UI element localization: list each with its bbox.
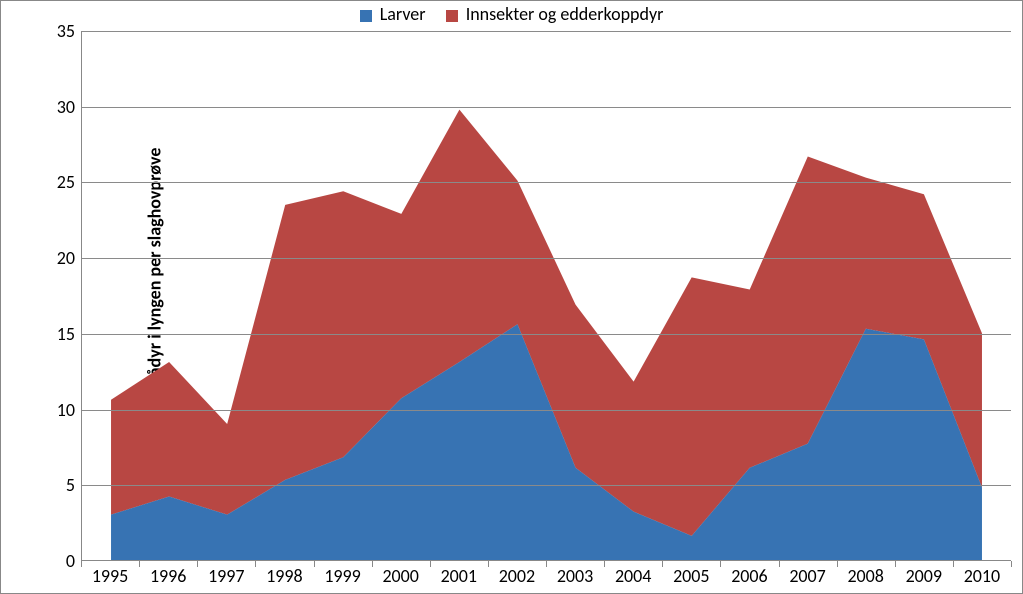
x-tick-mark <box>1011 561 1012 567</box>
x-tick-label: 2010 <box>964 565 1001 587</box>
legend-swatch-larver <box>360 10 372 22</box>
legend-label-larver: Larver <box>380 3 426 25</box>
y-tick-label: 25 <box>1 171 75 193</box>
y-tick-label: 10 <box>1 399 75 421</box>
x-tick-mark <box>837 561 838 567</box>
x-tick-mark <box>488 561 489 567</box>
x-tick-mark <box>139 561 140 567</box>
x-tick-label: 2005 <box>673 565 710 587</box>
x-tick-mark <box>895 561 896 567</box>
legend-label-innsekter: Innsekter og edderkoppdyr <box>466 3 664 25</box>
gridline <box>82 182 1011 183</box>
x-tick-mark <box>197 561 198 567</box>
x-tick-mark <box>779 561 780 567</box>
y-tick-label: 5 <box>1 474 75 496</box>
x-tick-mark <box>720 561 721 567</box>
stacked-area-svg <box>82 31 1011 560</box>
x-tick-label: 2002 <box>499 565 536 587</box>
x-tick-mark <box>314 561 315 567</box>
y-tick-label: 15 <box>1 323 75 345</box>
x-tick-label: 2009 <box>906 565 943 587</box>
legend-swatch-innsekter <box>446 10 458 22</box>
x-tick-label: 1995 <box>92 565 129 587</box>
x-tick-mark <box>372 561 373 567</box>
chart-container: Larver Innsekter og edderkoppdyr Antall … <box>0 0 1023 594</box>
y-tick-label: 35 <box>1 20 75 42</box>
x-tick-mark <box>546 561 547 567</box>
x-tick-mark <box>430 561 431 567</box>
legend: Larver Innsekter og edderkoppdyr <box>1 3 1022 25</box>
x-tick-mark <box>604 561 605 567</box>
x-tick-label: 2001 <box>441 565 478 587</box>
gridline <box>82 410 1011 411</box>
x-tick-label: 2003 <box>557 565 594 587</box>
x-tick-mark <box>255 561 256 567</box>
legend-item-innsekter: Innsekter og edderkoppdyr <box>446 3 664 25</box>
x-tick-mark <box>662 561 663 567</box>
plot-area <box>81 31 1011 561</box>
y-tick-label: 0 <box>1 550 75 572</box>
x-tick-mark <box>953 561 954 567</box>
x-tick-label: 1999 <box>324 565 361 587</box>
x-tick-label: 2006 <box>731 565 768 587</box>
x-tick-label: 1998 <box>266 565 303 587</box>
gridline <box>82 107 1011 108</box>
x-tick-label: 2007 <box>789 565 826 587</box>
x-tick-label: 1997 <box>208 565 245 587</box>
y-tick-label: 30 <box>1 96 75 118</box>
y-tick-label: 20 <box>1 247 75 269</box>
x-tick-label: 2008 <box>847 565 884 587</box>
x-tick-label: 2000 <box>382 565 419 587</box>
gridline <box>82 334 1011 335</box>
gridline <box>82 31 1011 32</box>
x-tick-label: 2004 <box>615 565 652 587</box>
legend-item-larver: Larver <box>360 3 426 25</box>
gridline <box>82 258 1011 259</box>
gridline <box>82 485 1011 486</box>
x-tick-label: 1996 <box>150 565 187 587</box>
x-tick-mark <box>81 561 82 567</box>
